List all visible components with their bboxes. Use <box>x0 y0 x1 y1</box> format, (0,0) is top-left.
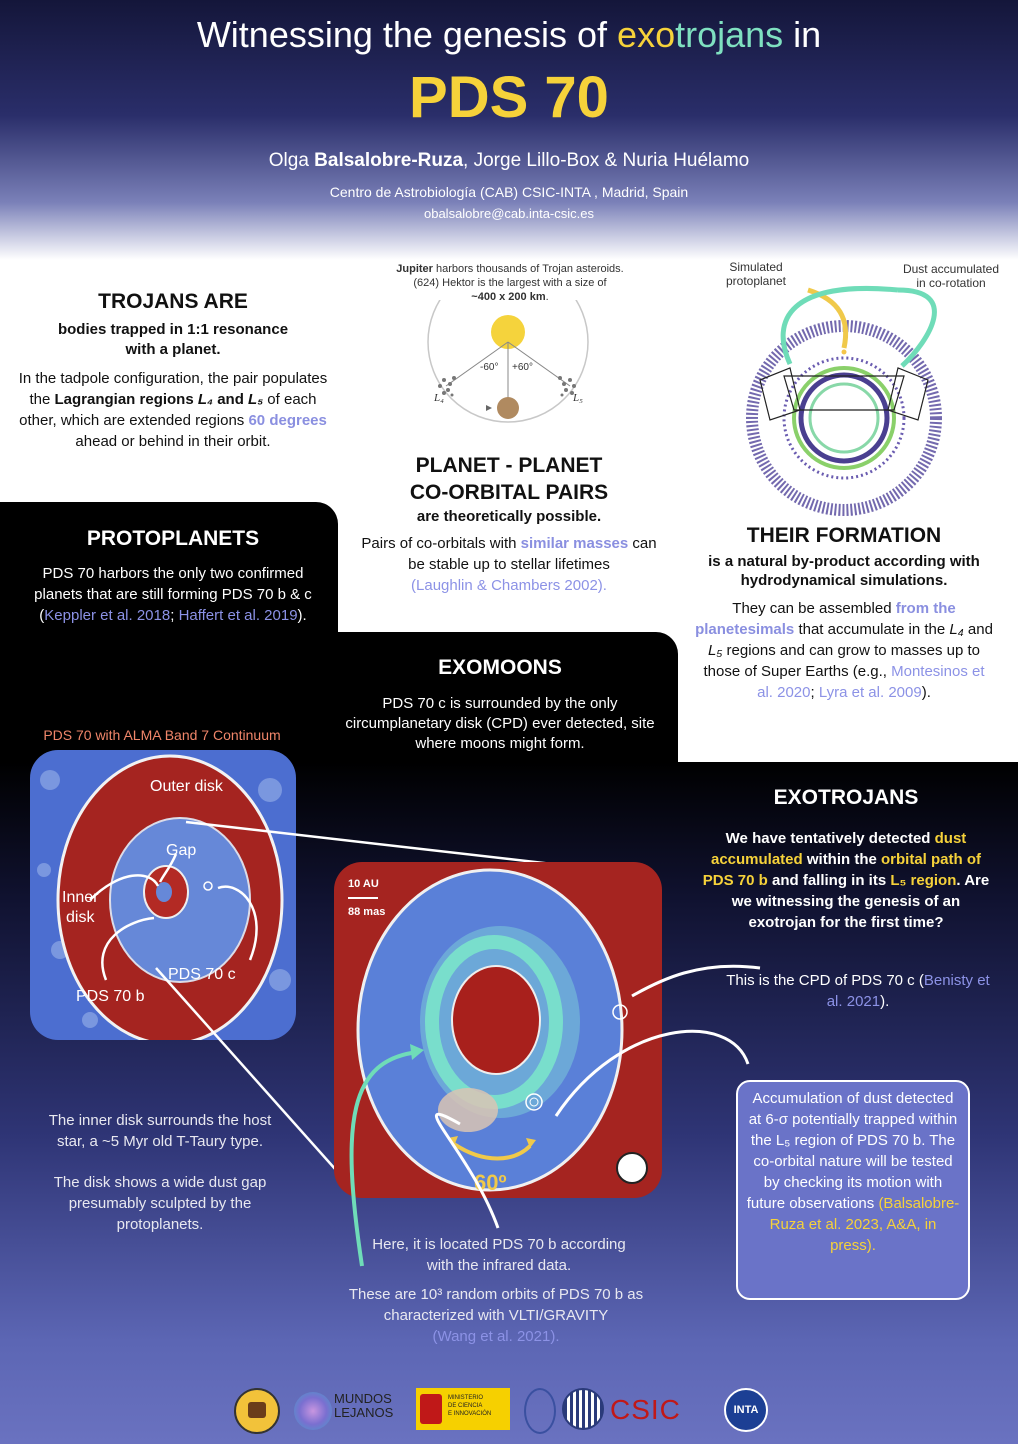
exomoons-section: EXOMOONS PDS 70 c is surrounded by the o… <box>330 656 670 754</box>
cab-logo <box>524 1388 556 1434</box>
alma-caption: PDS 70 with ALMA Band 7 Continuum <box>43 727 281 743</box>
l5-label: L₅ <box>572 392 583 404</box>
planet-pairs-body: Pairs of co-orbitals with similar masses… <box>361 535 657 594</box>
planet-pairs-heading-2: CO-ORBITAL PAIRS <box>409 481 609 504</box>
pds70c-label: PDS 70 c <box>168 966 236 983</box>
angle-left-label: -60° <box>480 362 498 373</box>
dust-accumulated-label: Dust accumulated in co-rotation <box>902 262 1000 290</box>
poster-title-main: PDS 70 <box>409 65 609 130</box>
spain-coat-of-arms-icon <box>420 1394 442 1424</box>
exomoons-body: PDS 70 c is surrounded by the only circu… <box>345 695 655 752</box>
inner-note-p2: The disk shows a wide dust gap presumabl… <box>53 1174 267 1233</box>
white-arrow-accum-icon <box>554 1029 750 1117</box>
poster-title: Witnessing the genesis of exotrojans in <box>196 14 822 55</box>
csic-logo: CSIC <box>610 1394 681 1425</box>
trojans-section: TROJANS ARE bodies trapped in 1:1 resona… <box>14 290 332 452</box>
outer-disk-label: Outer disk <box>150 778 223 795</box>
email: obalsalobre@cab.inta-csic.es <box>423 206 594 221</box>
sun-icon <box>491 315 525 349</box>
protoplanets-body: PDS 70 harbors the only two confirmed pl… <box>34 565 312 624</box>
white-arrow-b-icon <box>435 1112 500 1229</box>
formation-subheading: is a natural by-product according with h… <box>708 553 980 589</box>
formation-section: THEIR FORMATION is a natural by-product … <box>694 524 994 703</box>
asteroid-cluster-l4-icon <box>438 376 456 397</box>
trojan-horse-logo <box>234 1388 280 1434</box>
asteroid-cluster-l5-icon <box>558 376 576 397</box>
observatory-logo <box>562 1388 604 1430</box>
exomoons-panel <box>0 632 678 772</box>
angle-right-label: +60° <box>512 362 533 373</box>
pds70b-location-note: Here, it is located PDS 70 b according w… <box>372 1236 626 1274</box>
protoplanets-heading: PROTOPLANETS <box>86 527 260 550</box>
scale-mas-label: 88 mas <box>348 906 386 918</box>
mundos-lejanos-logo-icon <box>294 1392 332 1430</box>
ministerio-logo: MINISTERIO DE CIENCIA E INNOVACIÓN <box>416 1388 510 1430</box>
affiliation: Centro de Astrobiología (CAB) CSIC-INTA … <box>329 184 689 200</box>
exomoons-heading: EXOMOONS <box>438 656 562 679</box>
alma-image: Outer disk Gap Inner disk PDS 70 c PDS 7… <box>30 750 296 1040</box>
scale-au-label: 10 AU <box>348 878 379 890</box>
mundos-lejanos-logo: MUNDOS LEJANOS <box>334 1391 394 1420</box>
pds70b-label: PDS 70 b <box>76 988 145 1005</box>
planet-pairs-subheading: are theoretically possible. <box>416 508 602 525</box>
hydrodynamical-simulation-image <box>746 286 942 516</box>
jupiter-trojans-diagram: -60° +60° L₄ L₅ <box>427 300 589 423</box>
angle-arc-icon <box>452 1142 532 1161</box>
trojans-body: In the tadpole configuration, the pair p… <box>18 370 328 450</box>
l4-label: L₄ <box>433 392 444 404</box>
formation-body: They can be assembled from the planetesi… <box>695 600 993 701</box>
authors: Olga Balsalobre-Ruza, Jorge Lillo-Box & … <box>268 150 750 171</box>
angle-label: 60º <box>474 1170 507 1195</box>
trojans-heading: TROJANS ARE <box>98 290 248 313</box>
exotrojans-heading: EXOTROJANS <box>773 786 919 809</box>
beam-icon <box>616 1152 648 1184</box>
planet-pairs-heading-1: PLANET - PLANET <box>415 454 603 477</box>
inner-disk-label: Inner disk <box>62 889 99 926</box>
logos-bar: MUNDOS LEJANOS MINISTERIO DE CIENCIA E IN… <box>230 1384 770 1434</box>
jupiter-icon <box>497 397 519 419</box>
jupiter-caption: Jupiter harbors thousands of Trojan aste… <box>396 263 624 303</box>
gap-label: Gap <box>166 842 197 859</box>
exotrojans-body: We have tentatively detected dust accumu… <box>702 830 990 931</box>
teal-arrow-right-icon <box>897 287 937 368</box>
exotrojans-section: EXOTROJANS We have tentatively detected … <box>696 786 996 933</box>
planet-pairs-section: PLANET - PLANET CO-ORBITAL PAIRS are the… <box>344 452 674 596</box>
inner-note-p1: The inner disk surrounds the host star, … <box>48 1112 272 1150</box>
simulated-protoplanet-label: Simulated protoplanet <box>725 260 787 288</box>
protoplanets-section: PROTOPLANETS PDS 70 harbors the only two… <box>18 527 328 626</box>
white-arrow-cpd-icon <box>631 964 761 998</box>
trojans-subheading: bodies trapped in 1:1 resonance with a p… <box>57 321 289 358</box>
inta-logo: INTA <box>724 1388 768 1432</box>
inner-disk-note: The inner disk surrounds the host star, … <box>40 1110 280 1235</box>
formation-heading: THEIR FORMATION <box>746 524 942 547</box>
cpd-note: This is the CPD of PDS 70 c (Benisty et … <box>726 972 990 1010</box>
orbits-note: These are 10³ random orbits of PDS 70 b … <box>348 1286 644 1345</box>
teal-arrow-left-icon <box>780 286 899 366</box>
teal-arrow-orbits-icon <box>349 1050 419 1267</box>
zoom-image: 10 AU 88 mas 60º <box>334 862 662 1198</box>
accumulation-box: Accumulation of dust detected at 6-σ pot… <box>736 1080 970 1300</box>
